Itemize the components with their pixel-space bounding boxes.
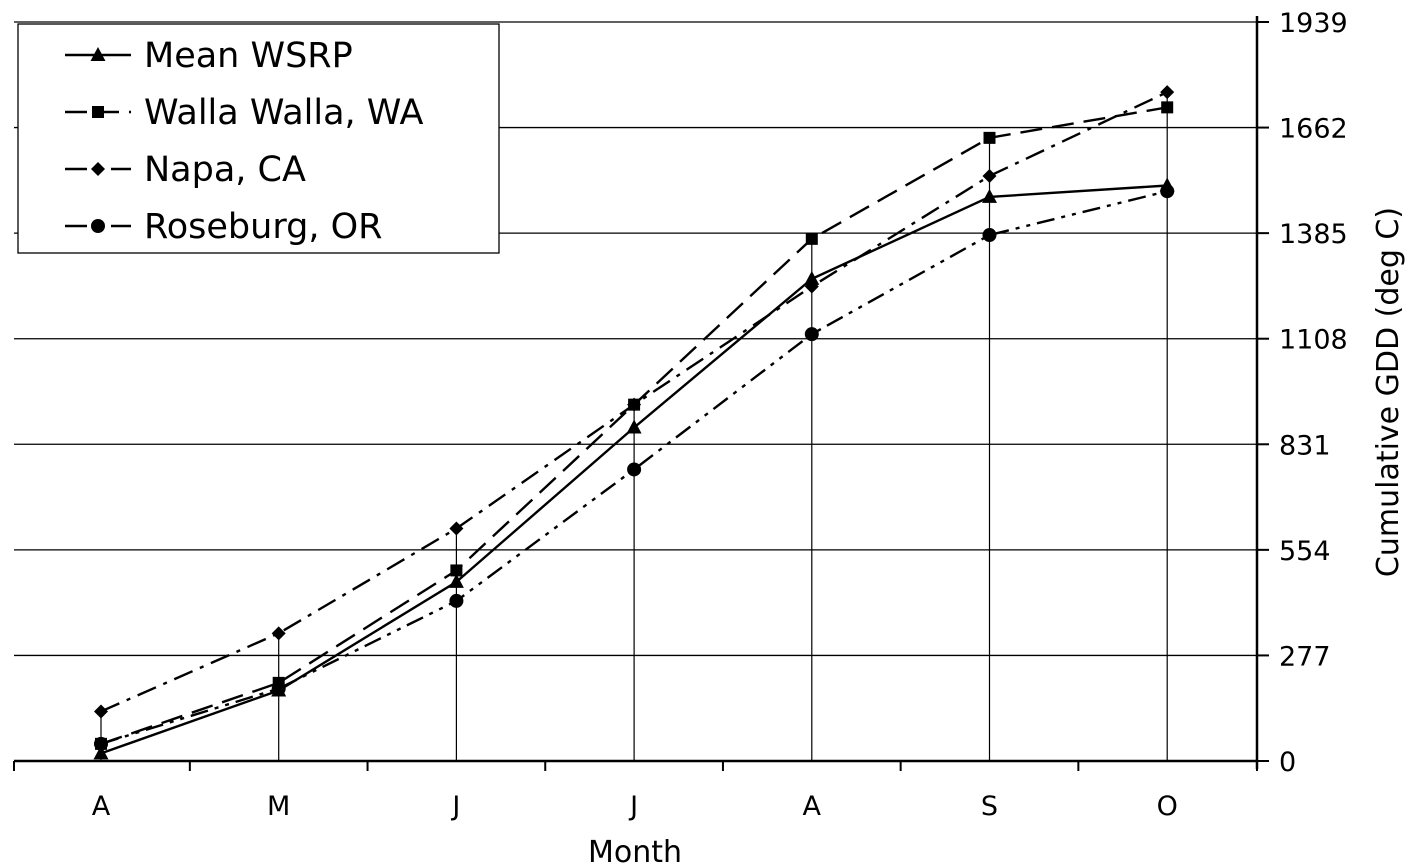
marker-circle xyxy=(449,593,464,608)
marker-diamond xyxy=(982,168,997,183)
x-tick-label: O xyxy=(1157,791,1178,822)
legend-label: Walla Walla, WA xyxy=(144,93,423,133)
marker-diamond xyxy=(1160,85,1175,100)
marker-circle xyxy=(94,736,108,751)
legend: Mean WSRP Walla Walla, WA Napa, CA Roseburg… xyxy=(17,23,500,254)
x-tick-label: J xyxy=(450,791,460,822)
marker-square xyxy=(450,564,463,577)
marker-square xyxy=(92,106,104,118)
marker-diamond xyxy=(271,626,286,641)
y-tick-label: 1662 xyxy=(1279,114,1348,145)
marker-diamond xyxy=(804,279,819,294)
x-tick-label: S xyxy=(981,791,998,822)
legend-label: Roseburg, OR xyxy=(144,207,382,247)
x-tick-label: M xyxy=(267,791,290,822)
marker-triangle xyxy=(448,573,464,588)
marker-circle xyxy=(982,228,997,243)
marker-triangle xyxy=(982,188,997,203)
marker-circle xyxy=(804,327,819,342)
x-tick-label: A xyxy=(92,791,111,822)
axes: 0 277 554 831 1108 1385 1662 1939 A M J J A S O xyxy=(13,8,1348,822)
marker-triangle xyxy=(90,47,106,61)
series-napa-ca xyxy=(94,85,1175,719)
x-axis-label: Month xyxy=(588,835,682,867)
marker-triangle xyxy=(93,745,109,760)
y-tick-label: 1108 xyxy=(1279,325,1348,356)
marker-diamond xyxy=(91,162,105,176)
y-tick-label: 277 xyxy=(1279,641,1331,672)
legend-box xyxy=(17,23,500,254)
series-roseburg-or xyxy=(94,184,1175,751)
marker-circle xyxy=(91,219,105,233)
marker-circle xyxy=(271,681,286,696)
marker-triangle xyxy=(626,419,642,434)
legend-label: Napa, CA xyxy=(144,150,306,190)
x-tick-label: A xyxy=(803,791,822,822)
marker-triangle xyxy=(804,270,820,285)
y-axis-label: Cumulative GDD (deg C) xyxy=(1371,207,1406,577)
marker-circle xyxy=(627,462,642,477)
legend-label: Mean WSRP xyxy=(144,36,353,76)
marker-square xyxy=(983,131,996,144)
marker-diamond xyxy=(94,704,108,719)
y-tick-label: 831 xyxy=(1279,430,1331,461)
marker-square xyxy=(805,232,818,245)
y-tick-label: 0 xyxy=(1279,747,1296,778)
x-tick-label: J xyxy=(628,791,638,822)
y-tick-label: 554 xyxy=(1279,536,1331,567)
series-lines xyxy=(93,85,1175,760)
marker-square xyxy=(1161,101,1174,114)
marker-diamond xyxy=(627,397,642,412)
y-tick-label: 1939 xyxy=(1279,8,1348,39)
marker-circle xyxy=(1160,184,1175,199)
marker-diamond xyxy=(449,521,464,536)
y-tick-label: 1385 xyxy=(1279,219,1348,250)
